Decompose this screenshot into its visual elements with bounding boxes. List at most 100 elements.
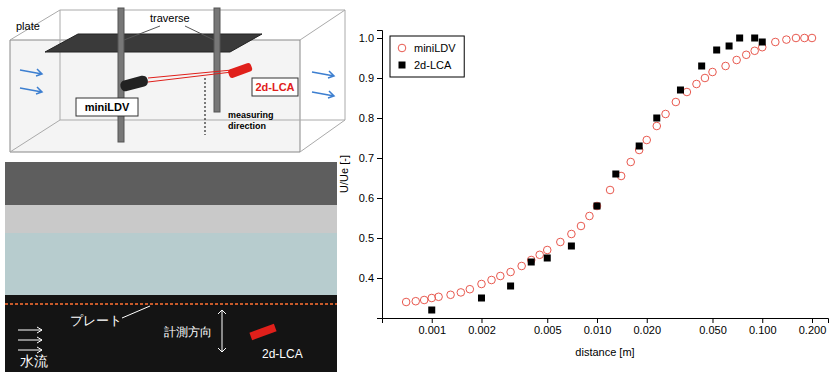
point (478, 280, 486, 288)
tick-label: 1.0 (359, 32, 374, 44)
point (672, 98, 680, 106)
y-axis-title: U/Ue [-] (338, 155, 350, 193)
legend-frame (390, 36, 464, 77)
point (557, 238, 565, 246)
label-box (252, 78, 298, 96)
legend-marker (398, 44, 406, 52)
x-axis: 0.0010.0020.0050.0100.0200.0500.1000.200 (383, 318, 829, 336)
photo: プレート水流 計測方向 2d-LCA (5, 162, 337, 372)
point (402, 298, 410, 306)
point (693, 80, 701, 88)
series (428, 35, 765, 314)
tick: 0.7 (359, 152, 382, 164)
tick-mark (432, 318, 433, 323)
tick: 1.0 (359, 32, 382, 44)
diagram-label: measuringdirection (228, 110, 274, 131)
traverse-bar (118, 8, 124, 142)
point (507, 283, 514, 290)
tick-mark (481, 318, 482, 323)
point (457, 289, 465, 297)
miniLDV-device (119, 75, 149, 93)
point (698, 63, 705, 70)
point (751, 47, 759, 55)
flow-arrow (312, 71, 334, 78)
tick: 0.5 (359, 232, 382, 244)
tick-label: 0.6 (359, 192, 374, 204)
tick: 0.020 (633, 318, 661, 336)
diagram-label: traverse (150, 12, 190, 24)
point (528, 259, 535, 266)
tick-label: 0.002 (468, 324, 496, 336)
point (713, 47, 720, 54)
tick-mark (547, 318, 548, 323)
point (627, 158, 635, 166)
tick: 0.005 (534, 318, 562, 336)
photo-label: 計測方向 (164, 325, 212, 339)
point (653, 115, 660, 122)
photo-label: 水流 (20, 353, 48, 369)
point (466, 285, 474, 293)
photo-rail (5, 205, 337, 233)
point (808, 34, 816, 42)
tick-mark (377, 158, 382, 159)
tick-mark (377, 238, 382, 239)
tick-mark (712, 318, 713, 323)
plate-leader (122, 306, 150, 318)
photo-label: 2d-LCA (262, 347, 303, 361)
point (801, 34, 809, 42)
photo-label: プレート (70, 313, 122, 328)
tick-label: 0.005 (534, 324, 562, 336)
y-axis: 0.40.50.60.70.80.91.0 (359, 31, 383, 319)
measure-arrow (218, 310, 226, 352)
tick-label: 0.8 (359, 112, 374, 124)
point (593, 203, 600, 210)
tick-label: 0.9 (359, 72, 374, 84)
point (435, 293, 443, 301)
tick-label: 0.010 (584, 324, 612, 336)
tick-label: 0.100 (749, 324, 777, 336)
point (783, 36, 791, 44)
point (759, 39, 766, 46)
point (518, 262, 526, 270)
point (420, 296, 428, 304)
photo-bg (5, 162, 337, 372)
tick: 0.010 (584, 318, 612, 336)
measuring-line (205, 78, 206, 135)
tick-mark (377, 118, 382, 119)
point (742, 51, 750, 59)
photo-tank (5, 233, 337, 295)
point (733, 56, 741, 64)
legend-label: 2d-LCA (414, 59, 452, 71)
point (792, 34, 800, 42)
tick: 0.6 (359, 192, 382, 204)
flow-arrow (20, 69, 42, 76)
tick-mark (377, 78, 382, 79)
tick-mark (762, 318, 763, 323)
point (636, 143, 643, 150)
tick-mark (812, 318, 813, 323)
legend: miniLDV2d-LCA (390, 36, 464, 77)
page: platetraverseminiLDV2d-LCAmeasuringdirec… (0, 0, 840, 378)
axis-line (383, 319, 829, 324)
point (497, 272, 505, 280)
point (701, 74, 709, 82)
point (683, 88, 691, 96)
point (653, 122, 661, 130)
tick: 0.8 (359, 112, 382, 124)
photo-water (5, 295, 337, 372)
lca-device (227, 62, 253, 79)
point (662, 110, 670, 118)
point (751, 35, 758, 42)
tick: 0.002 (468, 318, 496, 336)
tick-mark (377, 198, 382, 199)
laser-beam (148, 70, 232, 82)
diagram-label: miniLDV (85, 101, 130, 113)
point (428, 294, 436, 302)
point (412, 297, 420, 305)
tick-label: 0.200 (799, 324, 827, 336)
point (612, 171, 619, 178)
tick-label: 0.001 (418, 324, 446, 336)
axis-line (377, 31, 383, 319)
plate-shape (45, 34, 262, 52)
point (543, 246, 551, 254)
